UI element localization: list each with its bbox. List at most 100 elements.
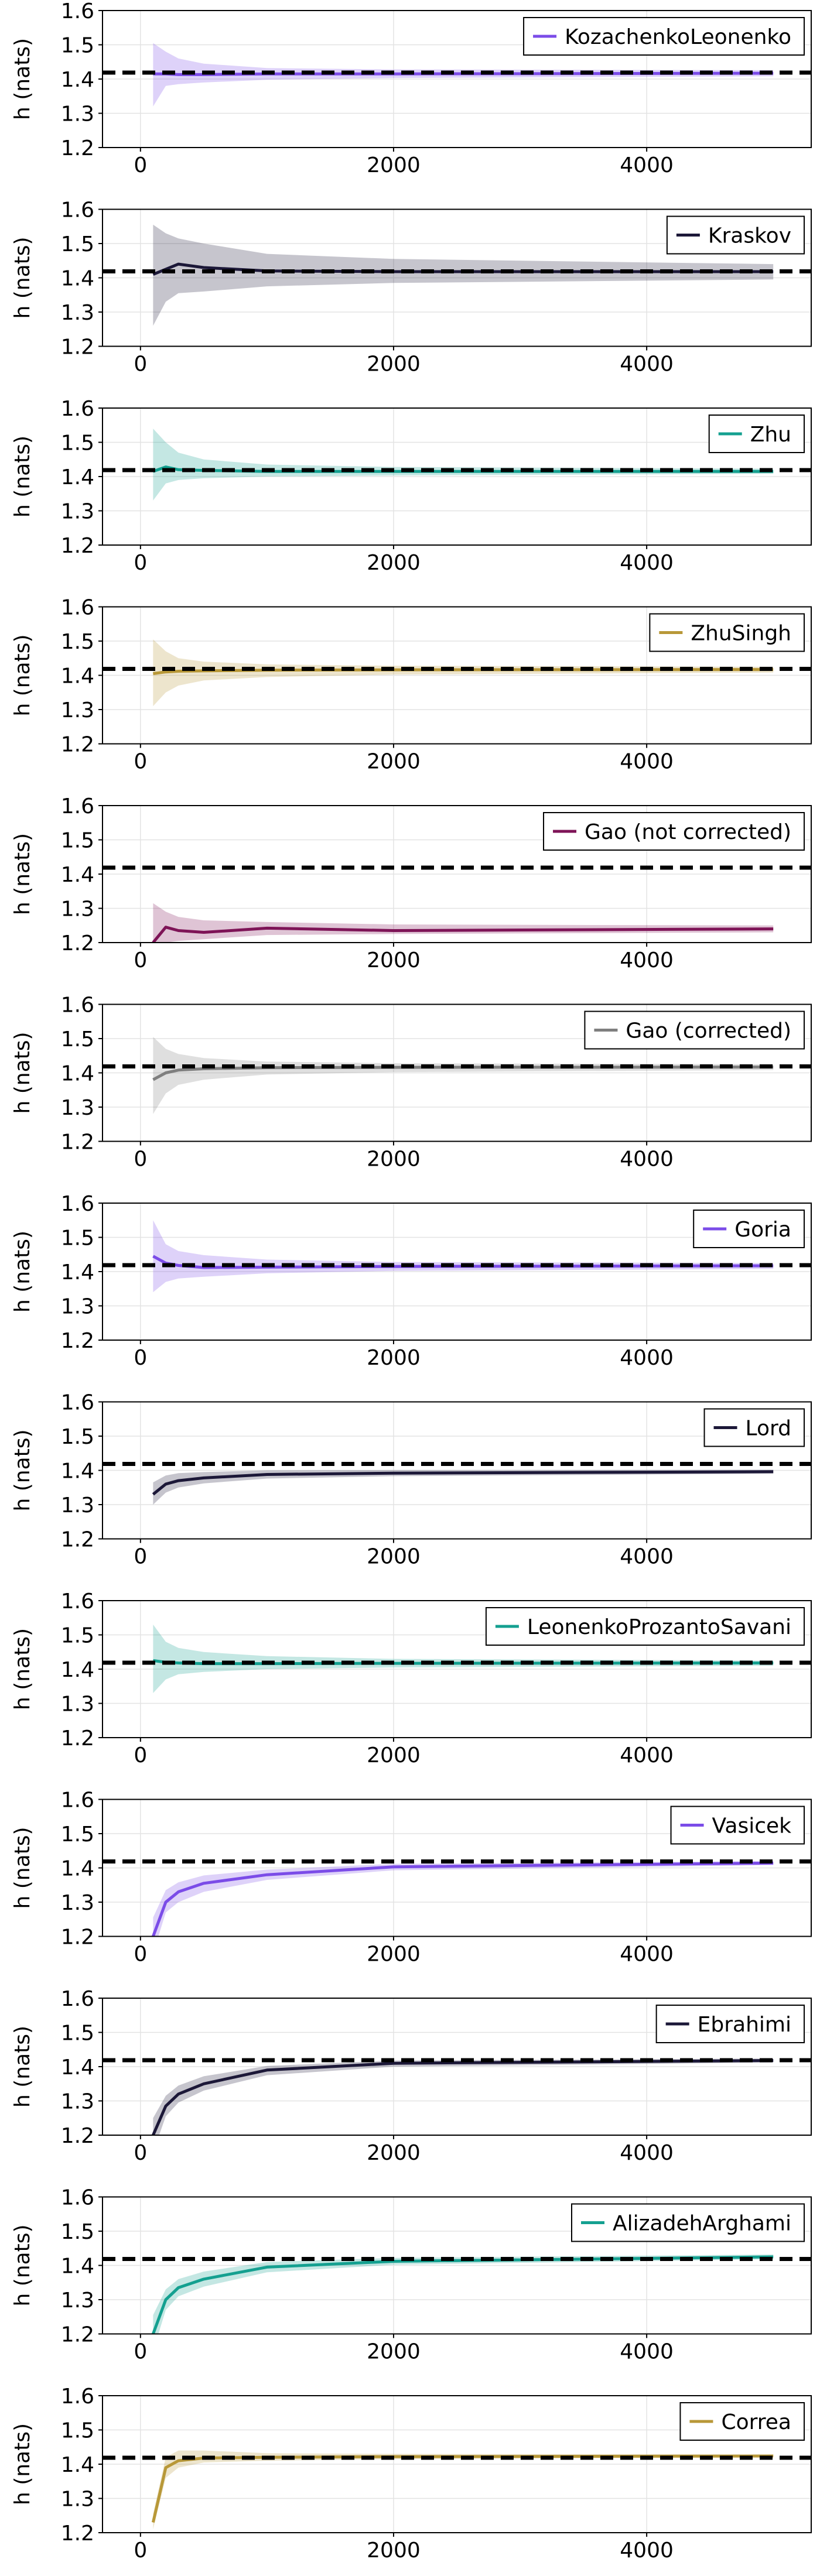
y-axis-label: h (nats) bbox=[11, 1032, 35, 1114]
x-tick-label: 2000 bbox=[367, 750, 421, 774]
legend: Vasicek bbox=[670, 1806, 805, 1845]
y-axis-label: h (nats) bbox=[11, 436, 35, 518]
legend-box bbox=[523, 17, 805, 56]
y-tick-label: 1.4 bbox=[61, 267, 94, 291]
panel-gao-not-corrected: 1.2 1.3 1.4 1.5 1.6 0 2000 4000 h (nats) Gao (not… bbox=[11, 794, 812, 972]
x-tick-label: 0 bbox=[134, 948, 147, 972]
y-axis-label: h (nats) bbox=[11, 1628, 35, 1710]
legend-label: Kraskov bbox=[708, 224, 791, 248]
y-tick-label: 1.5 bbox=[61, 1425, 94, 1449]
x-tick-label: 4000 bbox=[620, 2340, 674, 2364]
confidence-band bbox=[153, 1861, 774, 1937]
x-tick-label: 0 bbox=[134, 1346, 147, 1370]
y-tick-label: 1.3 bbox=[61, 2289, 94, 2313]
legend-label: AlizadehArghami bbox=[613, 2212, 791, 2236]
x-tick-label: 4000 bbox=[620, 948, 674, 972]
y-tick-label: 1.5 bbox=[61, 1823, 94, 1847]
y-axis-label: h (nats) bbox=[11, 2224, 35, 2306]
legend-label: Lord bbox=[746, 1417, 791, 1441]
x-tick-label: 0 bbox=[134, 1743, 147, 1767]
y-tick-label: 1.2 bbox=[61, 2323, 94, 2347]
legend-label: LeonenkoProzantoSavani bbox=[527, 1615, 791, 1639]
x-tick-label: 2000 bbox=[367, 551, 421, 575]
x-tick-label: 2000 bbox=[367, 352, 421, 376]
y-tick-label: 1.5 bbox=[61, 1027, 94, 1051]
x-tick-label: 2000 bbox=[367, 1743, 421, 1767]
y-axis-label: h (nats) bbox=[11, 1827, 35, 1909]
legend: Correa bbox=[679, 2402, 805, 2441]
panel-zhusingh: 1.2 1.3 1.4 1.5 1.6 0 2000 4000 h (nats) ZhuSingh bbox=[11, 596, 812, 774]
legend-box bbox=[543, 812, 805, 851]
x-tick-label: 0 bbox=[134, 750, 147, 774]
panel-correa: 1.2 1.3 1.4 1.5 1.6 0 2000 4000 h (nats) Correa bbox=[11, 2385, 812, 2563]
legend-label: ZhuSingh bbox=[691, 622, 791, 646]
confidence-band bbox=[153, 1220, 774, 1293]
y-tick-label: 1.3 bbox=[61, 698, 94, 722]
x-tick-label: 0 bbox=[134, 1545, 147, 1569]
y-tick-label: 1.6 bbox=[61, 397, 94, 421]
y-tick-label: 1.6 bbox=[61, 198, 94, 222]
x-tick-label: 0 bbox=[134, 2539, 147, 2563]
y-tick-label: 1.4 bbox=[61, 68, 94, 92]
y-tick-label: 1.2 bbox=[61, 1528, 94, 1552]
x-tick-label: 2000 bbox=[367, 1943, 421, 1967]
legend-label: Correa bbox=[721, 2410, 791, 2434]
y-tick-label: 1.4 bbox=[61, 1062, 94, 1086]
y-tick-label: 1.6 bbox=[61, 1987, 94, 2011]
legend-label: Vasicek bbox=[712, 1814, 792, 1838]
panel-kraskov: 1.2 1.3 1.4 1.5 1.6 0 2000 4000 h (nats) Kraskov bbox=[11, 198, 812, 376]
legend: AlizadehArghami bbox=[571, 2203, 805, 2242]
y-tick-label: 1.6 bbox=[61, 1789, 94, 1813]
y-tick-label: 1.4 bbox=[61, 2453, 94, 2477]
y-tick-label: 1.2 bbox=[61, 733, 94, 757]
confidence-band bbox=[153, 1624, 774, 1693]
y-tick-label: 1.2 bbox=[61, 1329, 94, 1353]
x-tick-label: 2000 bbox=[367, 2340, 421, 2364]
legend: Zhu bbox=[708, 415, 805, 453]
legend: KozachenkoLeonenko bbox=[523, 17, 805, 56]
confidence-band bbox=[153, 2450, 774, 2530]
y-tick-label: 1.2 bbox=[61, 1926, 94, 1950]
panel-vasicek: 1.2 1.3 1.4 1.5 1.6 0 2000 4000 h (nats) Vasicek bbox=[11, 1789, 812, 1967]
legend-box bbox=[485, 1607, 805, 1646]
legend-box bbox=[571, 2203, 805, 2242]
x-tick-label: 4000 bbox=[620, 1545, 674, 1569]
y-tick-label: 1.4 bbox=[61, 2056, 94, 2080]
y-tick-label: 1.2 bbox=[61, 534, 94, 558]
y-tick-label: 1.3 bbox=[61, 2488, 94, 2512]
y-tick-label: 1.4 bbox=[61, 863, 94, 887]
x-tick-label: 0 bbox=[134, 2141, 147, 2165]
y-tick-label: 1.6 bbox=[61, 1391, 94, 1415]
y-tick-label: 1.5 bbox=[61, 829, 94, 853]
legend: Lord bbox=[703, 1408, 805, 1447]
x-tick-label: 2000 bbox=[367, 2141, 421, 2165]
y-tick-label: 1.5 bbox=[61, 2419, 94, 2443]
legend: Gao (not corrected) bbox=[543, 812, 805, 851]
y-tick-label: 1.5 bbox=[61, 1227, 94, 1251]
y-tick-label: 1.5 bbox=[61, 232, 94, 256]
y-tick-label: 1.6 bbox=[61, 1192, 94, 1216]
y-tick-label: 1.4 bbox=[61, 664, 94, 688]
confidence-band bbox=[153, 429, 774, 501]
y-tick-label: 1.3 bbox=[61, 1295, 94, 1319]
x-tick-label: 0 bbox=[134, 2340, 147, 2364]
x-tick-label: 4000 bbox=[620, 2539, 674, 2563]
x-tick-label: 2000 bbox=[367, 1147, 421, 1171]
y-tick-label: 1.5 bbox=[61, 431, 94, 455]
y-tick-label: 1.6 bbox=[61, 1590, 94, 1614]
confidence-band bbox=[153, 903, 774, 943]
mean-line bbox=[152, 1470, 774, 1496]
y-tick-label: 1.5 bbox=[61, 2220, 94, 2244]
x-tick-label: 0 bbox=[134, 352, 147, 376]
panel-zhu: 1.2 1.3 1.4 1.5 1.6 0 2000 4000 h (nats) Zhu bbox=[11, 397, 812, 575]
x-tick-label: 0 bbox=[134, 1147, 147, 1171]
x-tick-label: 2000 bbox=[367, 948, 421, 972]
x-tick-label: 4000 bbox=[620, 153, 674, 177]
x-tick-label: 4000 bbox=[620, 551, 674, 575]
y-axis-label: h (nats) bbox=[11, 2026, 35, 2108]
mean-line bbox=[152, 926, 774, 943]
mean-line bbox=[152, 1861, 774, 1937]
legend-label: Ebrahimi bbox=[698, 2013, 791, 2037]
legend-label: KozachenkoLeonenko bbox=[565, 25, 791, 49]
x-tick-label: 2000 bbox=[367, 1346, 421, 1370]
